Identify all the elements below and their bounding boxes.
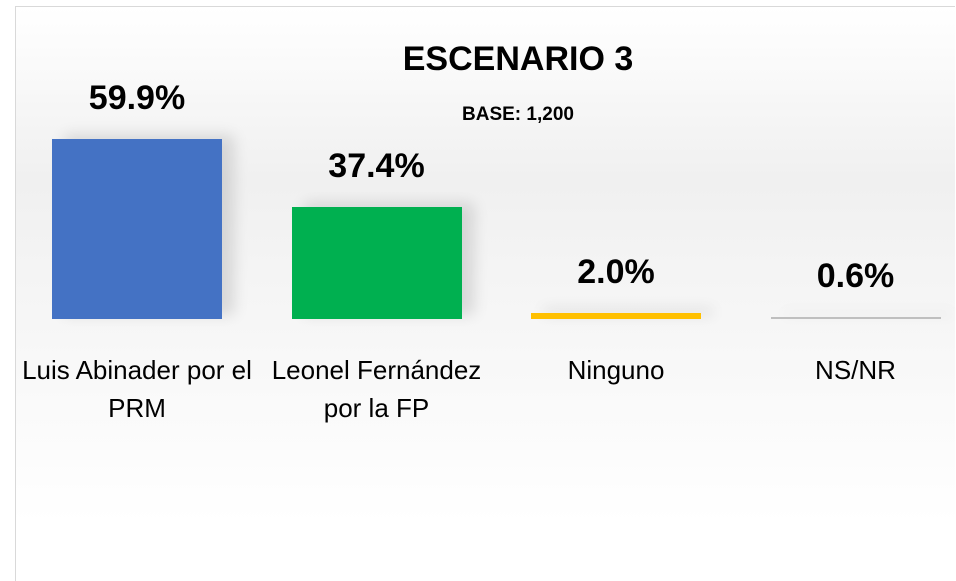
value-label: 2.0%	[496, 253, 736, 292]
value-label: 0.6%	[736, 257, 956, 296]
bar	[292, 207, 462, 319]
bar	[531, 313, 701, 319]
value-label: 59.9%	[17, 79, 257, 118]
chart-title: ESCENARIO 3	[0, 40, 956, 79]
value-label: 37.4%	[257, 147, 497, 186]
x-tick-label: Ninguno	[496, 351, 736, 389]
x-tick-label: Luis Abinader por el PRM	[17, 351, 257, 427]
bar	[771, 317, 941, 319]
bar	[52, 139, 222, 319]
x-tick-label: NS/NR	[736, 351, 956, 389]
x-tick-label: Leonel Fernández por la FP	[257, 351, 497, 427]
